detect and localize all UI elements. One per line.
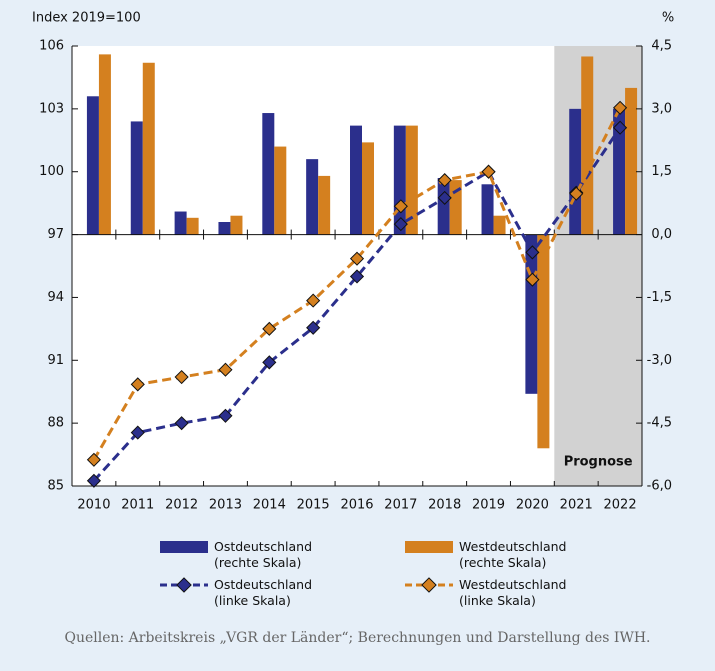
legend-entry: Westdeutschland (linke Skala) bbox=[459, 577, 567, 608]
x-tick-label: 2021 bbox=[560, 498, 593, 513]
marker bbox=[306, 320, 321, 335]
y2-tick-label: -6,0 bbox=[647, 479, 672, 494]
x-tick-label: 2018 bbox=[428, 498, 461, 513]
bar bbox=[274, 146, 287, 235]
y-tick-label: 97 bbox=[47, 227, 64, 242]
x-tick-label: 2020 bbox=[516, 498, 549, 513]
bar bbox=[525, 234, 538, 394]
legend-swatch bbox=[405, 541, 453, 553]
y2-tick-label: 4,5 bbox=[651, 39, 672, 54]
y-tick-label: 100 bbox=[39, 164, 64, 179]
y2-tick-label: 0,0 bbox=[651, 227, 672, 242]
legend-entry: Ostdeutschland (linke Skala) bbox=[214, 577, 312, 608]
legend-marker bbox=[421, 577, 437, 593]
x-tick-label: 2019 bbox=[472, 498, 505, 513]
bar bbox=[405, 125, 418, 235]
bar bbox=[581, 56, 594, 235]
y2-tick-label: 1,5 bbox=[651, 164, 672, 179]
x-tick-label: 2015 bbox=[297, 498, 330, 513]
bar bbox=[493, 215, 506, 235]
bar bbox=[362, 142, 374, 235]
bar bbox=[218, 222, 231, 235]
bar bbox=[86, 96, 99, 235]
x-tick-label: 2012 bbox=[165, 498, 198, 513]
marker bbox=[349, 251, 365, 266]
y2-tick-label: -3,0 bbox=[647, 353, 672, 368]
marker bbox=[86, 473, 101, 488]
y2-tick-label: 3,0 bbox=[651, 101, 672, 116]
marker bbox=[218, 408, 233, 423]
y-tick-label: 91 bbox=[47, 353, 64, 368]
y-tick-label: 103 bbox=[39, 101, 64, 116]
x-tick-label: 2016 bbox=[340, 498, 373, 513]
marker bbox=[130, 377, 145, 392]
marker bbox=[130, 425, 145, 440]
marker bbox=[393, 217, 408, 232]
marker bbox=[306, 293, 321, 308]
legend-entry: Westdeutschland (rechte Skala) bbox=[459, 539, 567, 570]
bar bbox=[569, 108, 582, 235]
y-tick-label: 85 bbox=[47, 479, 64, 494]
x-tick-label: 2011 bbox=[121, 498, 154, 513]
marker bbox=[393, 199, 408, 214]
bar bbox=[174, 211, 187, 235]
y-tick-label: 94 bbox=[47, 290, 64, 305]
bar bbox=[262, 113, 275, 235]
bar bbox=[625, 87, 638, 235]
x-tick-label: 2022 bbox=[604, 498, 637, 513]
annotation: Prognose bbox=[564, 455, 633, 470]
y-tick-label: 88 bbox=[47, 416, 64, 431]
marker bbox=[174, 369, 189, 385]
marker bbox=[174, 416, 189, 431]
marker bbox=[525, 272, 540, 287]
bar bbox=[350, 125, 362, 235]
marker bbox=[218, 362, 233, 377]
marker bbox=[437, 190, 452, 205]
marker bbox=[613, 100, 628, 115]
bar bbox=[130, 121, 143, 235]
marker bbox=[525, 245, 540, 260]
y2-tick-label: -1,5 bbox=[647, 290, 672, 305]
bar bbox=[98, 54, 111, 235]
marker bbox=[569, 186, 584, 201]
bar bbox=[186, 217, 199, 235]
marker bbox=[481, 164, 496, 179]
bar bbox=[230, 215, 243, 235]
marker bbox=[613, 120, 628, 135]
marker bbox=[349, 269, 365, 284]
legend-entry: Ostdeutschland (rechte Skala) bbox=[214, 539, 312, 570]
bar bbox=[142, 62, 155, 235]
bar bbox=[306, 159, 319, 235]
legend-symbols bbox=[160, 541, 453, 593]
bar bbox=[613, 108, 626, 235]
x-tick-label: 2017 bbox=[384, 498, 417, 513]
bar bbox=[449, 180, 462, 235]
x-tick-label: 2010 bbox=[77, 498, 110, 513]
marker bbox=[262, 321, 277, 336]
x-tick-label: 2013 bbox=[209, 498, 242, 513]
y2-axis-label: % bbox=[662, 11, 674, 26]
marker bbox=[437, 173, 452, 188]
bar bbox=[318, 175, 331, 235]
y-axis-label: Index 2019=100 bbox=[32, 11, 141, 26]
marker bbox=[262, 355, 277, 370]
source: Quellen: Arbeitskreis „VGR der Länder“; … bbox=[64, 630, 651, 646]
y2-tick-label: -4,5 bbox=[647, 416, 672, 431]
legend-swatch bbox=[160, 541, 208, 553]
x-tick-label: 2014 bbox=[253, 498, 286, 513]
legend-marker bbox=[176, 577, 192, 593]
marker bbox=[86, 452, 101, 467]
bar bbox=[437, 178, 450, 235]
y-tick-label: 106 bbox=[39, 39, 64, 54]
bar bbox=[481, 184, 494, 235]
bar bbox=[537, 234, 550, 449]
